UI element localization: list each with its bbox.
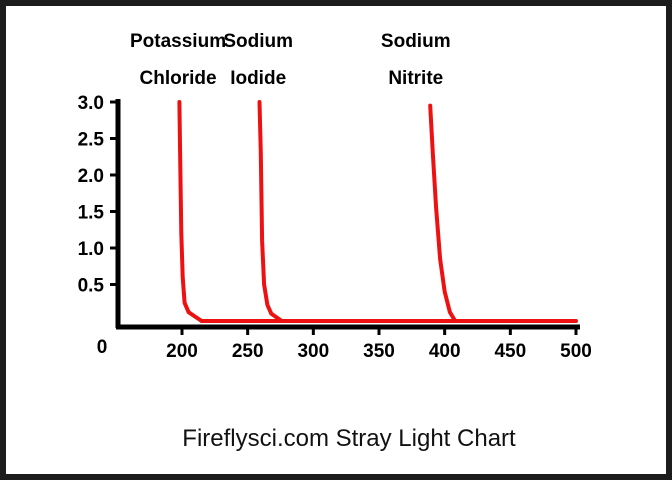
stray-light-chart: Potassium Chloride Sodium Iodide Sodium Nitri… bbox=[78, 31, 592, 452]
x-tick-label: 300 bbox=[297, 341, 329, 362]
x-tick-label: 400 bbox=[429, 341, 461, 362]
y-tick-label: 1.0 bbox=[78, 239, 104, 260]
series-label-2: Sodium bbox=[223, 31, 293, 52]
series-label-1: Chloride bbox=[140, 68, 217, 89]
series-line-1 bbox=[177, 100, 204, 323]
y-tick-labels: 0.5 1.0 1.5 2.0 2.5 3.0 bbox=[78, 93, 105, 297]
series-line-2 bbox=[257, 100, 284, 323]
chart-frame: Potassium Chloride Sodium Iodide Sodium Nitri… bbox=[6, 6, 666, 474]
y-tick-label: 0.5 bbox=[78, 276, 105, 297]
y-tick-label: 2.0 bbox=[78, 166, 104, 187]
y-tick-label: 3.0 bbox=[78, 93, 104, 114]
x-tick-label: 350 bbox=[363, 341, 395, 362]
series-label-3: Sodium bbox=[381, 31, 451, 52]
x-tick-labels: 200 250 300 350 400 450 500 bbox=[166, 341, 592, 362]
x-tick-label: 450 bbox=[494, 341, 526, 362]
origin-label: 0 bbox=[97, 337, 108, 358]
x-tick-label: 200 bbox=[166, 341, 198, 362]
y-tick-label: 1.5 bbox=[78, 203, 105, 224]
series-lines bbox=[177, 100, 578, 323]
series-labels: Potassium Chloride Sodium Iodide Sodium Nitri… bbox=[130, 31, 451, 89]
chart-caption: Fireflysci.com Stray Light Chart bbox=[182, 425, 516, 452]
series-label-3: Nitrite bbox=[388, 68, 443, 89]
series-line-3 bbox=[428, 103, 458, 323]
series-label-2: Iodide bbox=[230, 68, 286, 89]
series-label-1: Potassium bbox=[130, 31, 226, 52]
x-tick-label: 250 bbox=[232, 341, 264, 362]
x-tick-label: 500 bbox=[560, 341, 592, 362]
y-tick-label: 2.5 bbox=[78, 130, 105, 151]
axes bbox=[110, 99, 580, 335]
